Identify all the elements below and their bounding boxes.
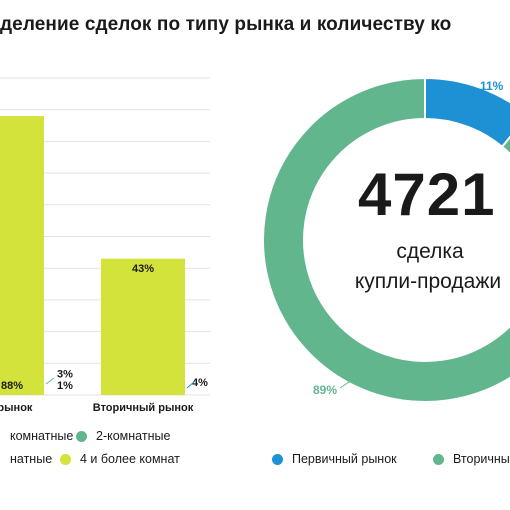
bar-value-label: 43%	[132, 263, 154, 275]
label-leader-line	[186, 381, 195, 389]
slice-label-primary: 11%	[480, 79, 504, 93]
chart-title: деление сделок по типу рынка и количеств…	[0, 14, 452, 35]
donut-center-caption-line2: купли-продажи	[354, 270, 502, 293]
legend-item-3-room: натные	[10, 452, 52, 466]
bar-value-label: 4%	[192, 377, 208, 389]
bar-segment	[0, 116, 44, 395]
label-leader-line	[45, 377, 55, 385]
bar-value-label: 1%	[57, 380, 73, 392]
bar-value-label: 88%	[1, 380, 23, 392]
donut-center-caption-line1: сделка	[396, 240, 464, 263]
slice-label-secondary: 89%	[313, 383, 337, 397]
category-label: ный рынок	[0, 402, 33, 414]
bar-value-label: 3%	[57, 368, 73, 380]
legend-dot-icon	[272, 453, 283, 465]
bar-segment	[101, 258, 185, 395]
legend-label: Первичный рынок	[292, 452, 397, 466]
donut-center-value: 4721	[358, 161, 496, 228]
legend-label: 2-комнатные	[96, 429, 171, 443]
donut-slice	[424, 76, 510, 149]
label-leader-line	[339, 377, 356, 389]
legend-dot-icon	[76, 430, 87, 442]
legend-label: натные	[10, 452, 53, 466]
category-label: Вторичный рынок	[93, 402, 194, 414]
legend-item-primary-market: Первичный рынок	[272, 452, 397, 466]
legend-item-2-room: 2-комнатные	[76, 429, 170, 443]
legend-dot-icon	[433, 453, 444, 465]
legend-label: Вторичный	[453, 452, 510, 466]
donut-slice	[262, 76, 510, 403]
legend-item-4-plus: 4 и более комнат	[60, 452, 180, 466]
legend-dot-icon	[60, 453, 71, 465]
legend-item-1-room: комнатные	[10, 429, 73, 443]
legend-label: 4 и более комнат	[80, 452, 180, 466]
legend-label: комнатные	[10, 429, 74, 443]
legend-item-secondary-market: Вторичный	[433, 452, 510, 466]
